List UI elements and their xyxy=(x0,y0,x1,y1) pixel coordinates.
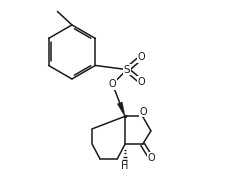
Polygon shape xyxy=(117,102,125,117)
Text: S: S xyxy=(124,65,130,75)
Text: O: O xyxy=(138,77,145,87)
Text: O: O xyxy=(138,52,145,62)
Text: O: O xyxy=(139,107,147,117)
Text: O: O xyxy=(147,153,155,163)
Text: O: O xyxy=(109,79,116,89)
Text: H: H xyxy=(121,161,129,171)
